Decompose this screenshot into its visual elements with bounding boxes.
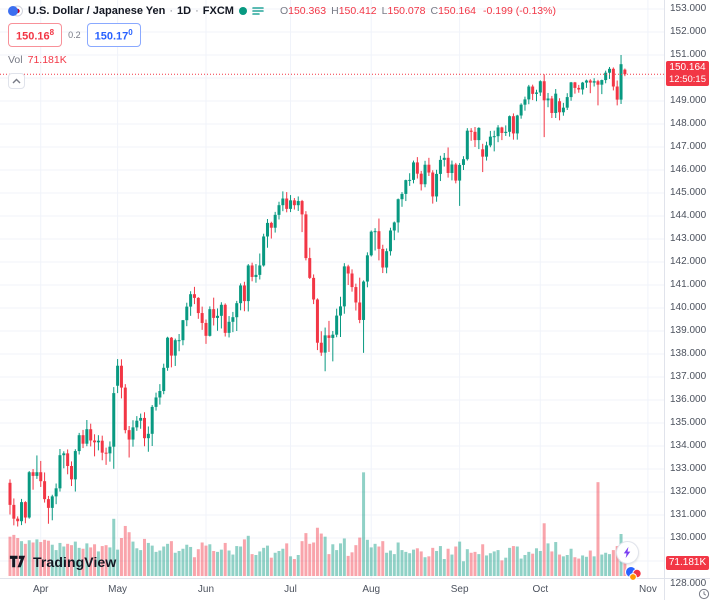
price-axis-label: 134.000	[670, 440, 707, 451]
price-axis-label: 152.000	[670, 26, 707, 37]
symbol-title[interactable]: U.S. Dollar / Japanese Yen · 1D · FXCM	[28, 5, 234, 17]
symbol-name: U.S. Dollar / Japanese Yen	[28, 5, 166, 17]
collapse-legend-button[interactable]	[8, 72, 25, 89]
high-value: 150.412	[338, 5, 377, 17]
symbol-logo-icon	[8, 5, 23, 17]
price-axis-label: 137.000	[670, 371, 707, 382]
time-axis-label: Oct	[532, 584, 549, 595]
close-label: C	[430, 5, 439, 17]
grid-lines	[0, 0, 664, 578]
open-value: 150.363	[288, 5, 327, 17]
price-axis-label: 133.000	[670, 463, 707, 474]
tradingview-mark-icon	[9, 555, 26, 568]
price-axis-label: 136.000	[670, 394, 707, 405]
price-axis-label: 149.000	[670, 95, 707, 106]
price-axis-label: 144.000	[670, 210, 707, 221]
price-axis-label: 141.000	[670, 279, 707, 290]
current-volume-badge: 71.181K	[666, 556, 709, 570]
price-axis-label: 131.000	[670, 509, 707, 520]
chevron-up-icon	[12, 78, 21, 84]
time-axis[interactable]: Apr May Jun Jul Aug Sep Oct Nov	[0, 578, 710, 600]
price-axis-label: 148.000	[670, 118, 707, 129]
price-axis-label: 130.000	[670, 532, 707, 543]
time-axis-label: Nov	[639, 584, 657, 595]
sell-button[interactable]: 150.168	[8, 23, 63, 47]
bar-countdown: 12:50:15	[669, 74, 706, 86]
price-axis-label: 135.000	[670, 417, 707, 428]
price-axis-label: 139.000	[670, 325, 707, 336]
community-bubbles-button[interactable]	[621, 561, 644, 584]
quick-actions-button[interactable]	[616, 541, 639, 564]
symbol-legend: U.S. Dollar / Japanese Yen · 1D · FXCM O…	[8, 5, 556, 89]
price-chart[interactable]	[0, 0, 664, 578]
price-axis-label: 147.000	[670, 141, 707, 152]
volume-value: 71.181K	[27, 53, 67, 66]
current-price-badge: 150.164 12:50:15	[666, 61, 709, 87]
price-axis-label: 138.000	[670, 348, 707, 359]
price-axis-label: 132.000	[670, 486, 707, 497]
buy-button[interactable]: 150.170	[86, 23, 141, 47]
interval-label: 1D	[177, 5, 192, 17]
price-axis-label: 146.000	[670, 164, 707, 175]
time-axis-label: Aug	[362, 584, 381, 595]
volume-label: Vol	[8, 53, 23, 66]
bid-ask-row: 150.168 0.2 150.170	[8, 23, 556, 47]
time-axis-label: Jul	[284, 584, 297, 595]
high-label: H	[331, 5, 339, 17]
time-axis-label: Jun	[197, 584, 215, 595]
volume-series	[8, 472, 627, 576]
change-value: -0.199 (-0.13%)	[483, 5, 556, 17]
market-status-icon	[238, 7, 247, 15]
colored-bubbles-icon	[624, 565, 642, 581]
current-price: 150.164	[669, 62, 706, 74]
low-label: L	[381, 5, 388, 17]
ohlc-values: O 150.363 H 150.412 L 150.078 C 150.164 -0.1…	[275, 5, 556, 17]
close-value: 150.164	[438, 5, 477, 17]
tradingview-logo[interactable]: TradingView	[8, 552, 116, 571]
timezone-clock-icon[interactable]	[698, 587, 710, 600]
time-axis-label: Sep	[450, 584, 469, 595]
price-axis-label: 143.000	[670, 233, 707, 244]
price-axis-label: 128.000	[670, 578, 707, 589]
price-axis[interactable]: 150.164 12:50:15 71.181K 153.000 152.000 1…	[664, 0, 710, 600]
time-axis-label: Apr	[32, 584, 49, 595]
time-axis-label: May	[108, 584, 128, 595]
lightning-icon	[623, 546, 631, 559]
price-axis-label: 151.000	[670, 49, 707, 60]
price-axis-label: 142.000	[670, 256, 707, 267]
candle-series	[8, 55, 627, 527]
exchange-label: FXCM	[202, 5, 234, 17]
low-value: 150.078	[387, 5, 426, 17]
volume-row: Vol 71.181K	[8, 54, 556, 66]
price-axis-label: 140.000	[670, 302, 707, 313]
brand-name: TradingView	[33, 553, 117, 570]
price-axis-label: 153.000	[670, 3, 707, 14]
spread-value: 0.2	[68, 29, 81, 40]
price-axis-label: 145.000	[670, 187, 707, 198]
key-stats-icon[interactable]	[252, 5, 264, 17]
chart-pane[interactable]	[0, 0, 664, 578]
open-label: O	[279, 5, 289, 17]
